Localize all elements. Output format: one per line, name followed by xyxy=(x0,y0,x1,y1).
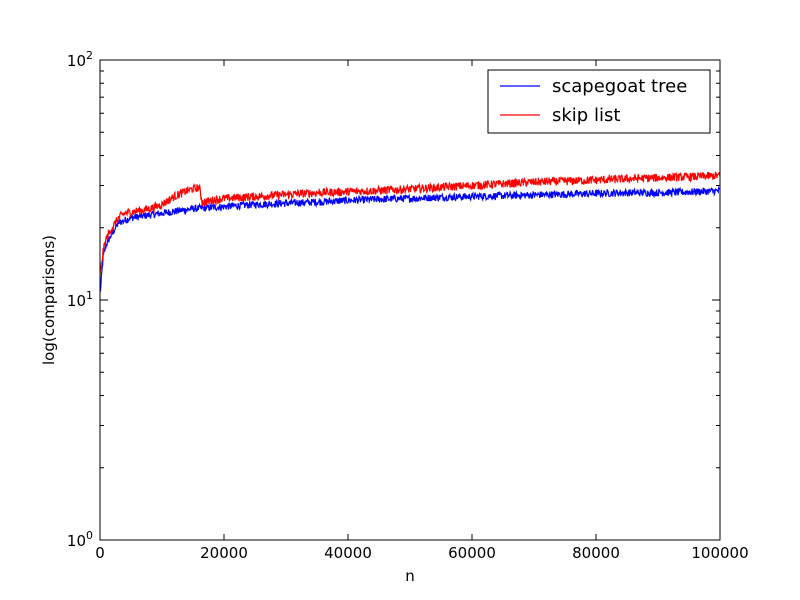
y-tick-label: 101 xyxy=(67,289,93,310)
y-axis-label: log(comparisons) xyxy=(40,235,58,365)
y-tick-label: 100 xyxy=(67,529,93,550)
plot-area xyxy=(100,171,720,292)
x-tick-label: 40000 xyxy=(324,544,372,562)
legend-label: skip list xyxy=(552,105,620,126)
y-tick-label: 102 xyxy=(67,49,93,70)
axes: 0 20000 40000 60000 80000 100000 100 101 102 xyxy=(67,49,749,562)
legend: scapegoat tree skip list xyxy=(487,69,711,134)
x-tick-label: 80000 xyxy=(572,544,620,562)
x-axis-label: n xyxy=(405,567,415,585)
legend-label: scapegoat tree xyxy=(552,76,687,97)
legend-box xyxy=(487,69,711,134)
series-line-skip-list xyxy=(100,171,720,275)
x-tick-label: 100000 xyxy=(691,544,748,562)
x-tick-label: 20000 xyxy=(200,544,248,562)
series-line-scapegoat-tree xyxy=(100,185,720,292)
x-tick-label: 0 xyxy=(95,544,105,562)
x-tick-label: 60000 xyxy=(448,544,496,562)
